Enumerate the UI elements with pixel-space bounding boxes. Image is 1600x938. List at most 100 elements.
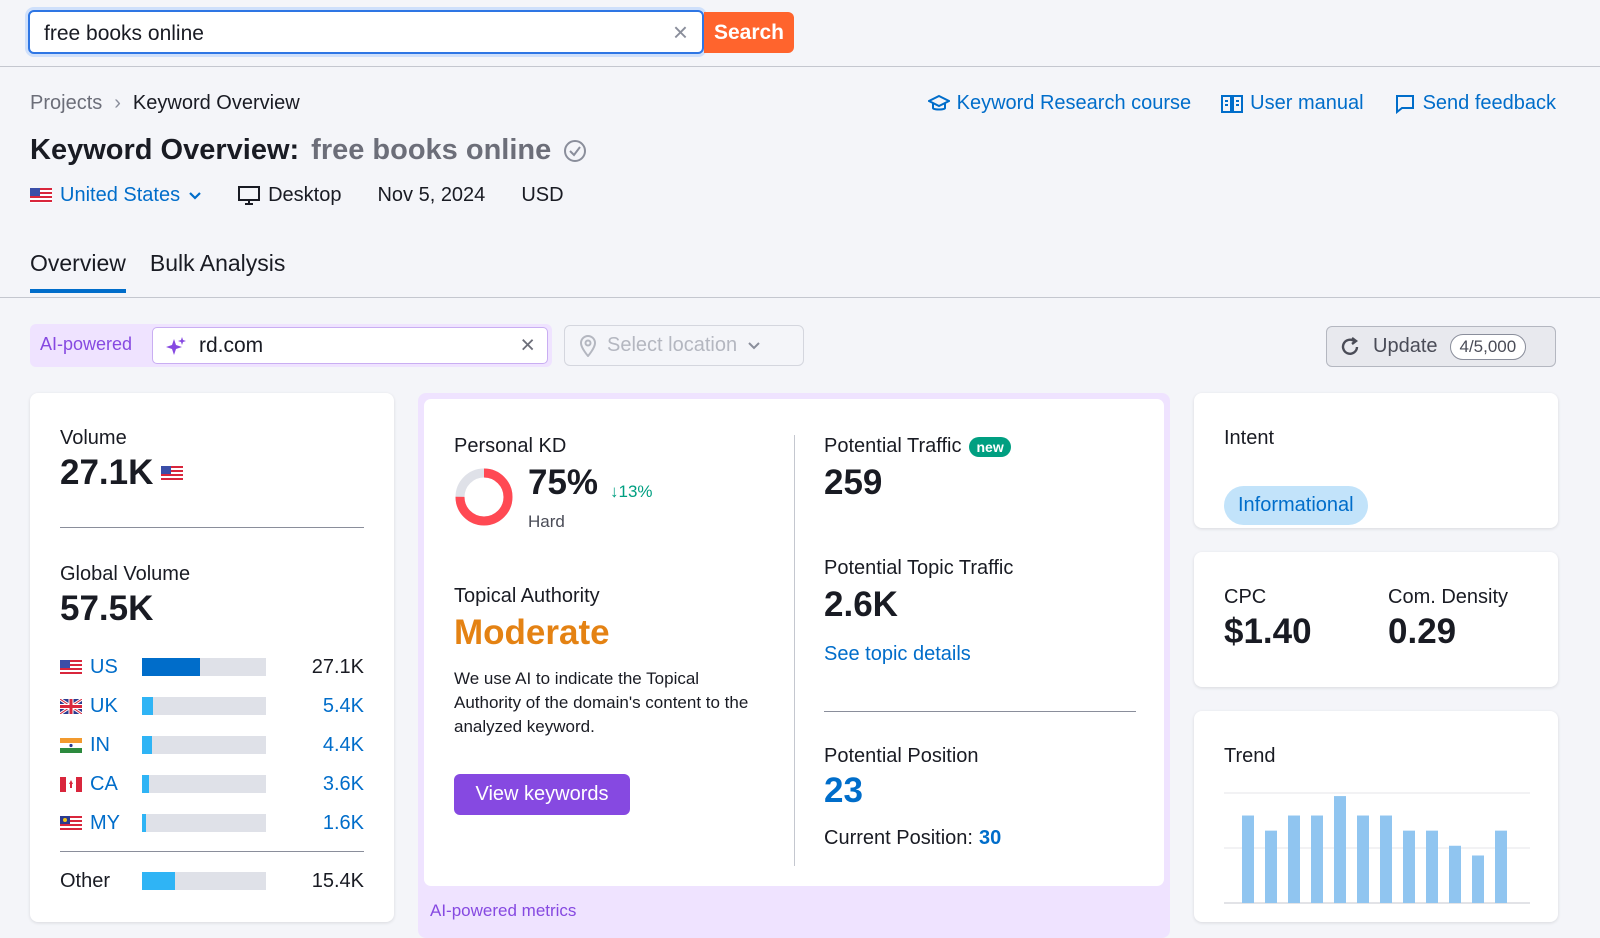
personal-kd-change: ↓13% [610, 482, 653, 501]
volume-card: Volume 27.1K Global Volume 57.5K US 27.1… [30, 393, 394, 922]
cpc-value: $1.40 [1224, 612, 1312, 651]
trend-chart [1224, 792, 1530, 904]
ai-metrics-footer: AI-powered metrics [430, 901, 577, 920]
volume-label: Volume [60, 427, 127, 449]
database-selector[interactable]: United States [30, 184, 202, 207]
country-volume[interactable]: 1.6K [322, 811, 364, 834]
country-share-fill [142, 872, 176, 890]
uk-flag-icon [60, 698, 82, 714]
title-prefix: Keyword Overview: [30, 134, 300, 166]
location-pin-icon [579, 334, 597, 357]
trend-bar [1288, 815, 1300, 903]
device-indicator: Desktop [238, 184, 341, 207]
volume-value-row: 27.1K [60, 453, 184, 493]
refresh-icon [1341, 336, 1359, 355]
other-divider [60, 851, 364, 852]
search-button[interactable]: Search [704, 12, 794, 53]
potential-traffic-header: Potential Traffic new [824, 435, 1011, 458]
ai-metrics-panel: Personal KD 75% ↓13% Hard Topical Author… [418, 393, 1170, 938]
country-volume[interactable]: 4.4K [322, 733, 364, 756]
database-label: United States [60, 184, 181, 206]
keyword-search-input[interactable]: free books online × [28, 10, 704, 54]
current-position-value[interactable]: 30 [978, 827, 1002, 849]
location-select[interactable]: Select location [564, 325, 804, 366]
send-feedback-link[interactable]: Send feedback [1394, 92, 1556, 115]
potential-traffic-value: 259 [824, 463, 883, 502]
clear-domain-icon[interactable]: × [520, 331, 535, 359]
see-topic-details-link[interactable]: See topic details [824, 643, 971, 665]
country-share-fill [142, 814, 146, 832]
country-volume[interactable]: 5.4K [322, 694, 364, 717]
country-code[interactable]: IN [90, 733, 110, 756]
keyword-research-course-link[interactable]: Keyword Research course [927, 92, 1191, 115]
current-position-label: Current Position: [824, 827, 973, 849]
intent-badge: Informational [1224, 486, 1368, 525]
country-share-fill [142, 775, 150, 793]
personal-kd-level: Hard [528, 512, 565, 531]
user-manual-link[interactable]: User manual [1221, 92, 1364, 115]
tab-bulk-analysis[interactable]: Bulk Analysis [149, 250, 286, 276]
page-title: Keyword Overview: free books online [30, 134, 587, 167]
trend-label: Trend [1224, 745, 1276, 767]
chat-bubble-icon [1395, 94, 1414, 114]
sparkle-icon [166, 337, 186, 355]
cpc-label: CPC [1224, 586, 1267, 608]
chevron-down-icon [748, 341, 760, 349]
search-query[interactable]: free books online [44, 22, 204, 45]
country-code[interactable]: CA [90, 772, 118, 795]
tabs: Overview Bulk Analysis [30, 250, 285, 293]
other-label: Other [60, 869, 111, 892]
view-keywords-button[interactable]: View keywords [454, 774, 630, 815]
book-icon [1221, 94, 1244, 113]
trend-bar [1380, 815, 1392, 903]
country-share-bar [142, 736, 266, 754]
country-volume: 27.1K [311, 655, 364, 678]
com-density-label: Com. Density [1388, 586, 1509, 608]
new-badge: new [969, 436, 1011, 457]
country-code[interactable]: UK [90, 694, 118, 717]
panel-horizontal-divider [824, 711, 1136, 712]
check-circle-icon [564, 139, 587, 162]
ai-metrics-card: Personal KD 75% ↓13% Hard Topical Author… [424, 399, 1164, 886]
trend-bar [1403, 830, 1415, 903]
country-code[interactable]: MY [90, 811, 120, 834]
country-share-bar [142, 775, 266, 793]
trend-bar [1449, 845, 1461, 903]
domain-input[interactable]: rd.com × [152, 327, 548, 364]
potential-position-value: 23 [824, 771, 863, 810]
trend-card: Trend [1194, 711, 1558, 922]
trend-bar [1357, 815, 1369, 903]
volume-value: 27.1K [60, 453, 154, 492]
us-flag-icon [60, 659, 82, 675]
tab-overview[interactable]: Overview [30, 250, 126, 293]
tabs-divider [0, 297, 1600, 298]
panel-vertical-divider [794, 435, 795, 866]
trend-bar [1265, 830, 1277, 903]
country-share-bar [142, 697, 266, 715]
title-keyword: free books online [311, 134, 552, 166]
breadcrumb-projects[interactable]: Projects [30, 92, 103, 114]
keyword-meta: United States Desktop Nov 5, 2024 USD [30, 184, 564, 207]
chevron-right-icon: › [114, 92, 121, 114]
country-volume[interactable]: 3.6K [322, 772, 364, 795]
trend-bar [1311, 815, 1323, 903]
personal-kd-label: Personal KD [454, 435, 567, 457]
canada-flag-icon [60, 776, 82, 792]
country-share-bar [142, 658, 266, 676]
topical-authority-label: Topical Authority [454, 585, 600, 607]
volume-divider [60, 527, 364, 528]
com-density-value: 0.29 [1388, 612, 1457, 651]
country-row-ca: CA 3.6K [60, 772, 364, 796]
current-position-row: Current Position: 30 [824, 827, 1001, 850]
manual-label: User manual [1250, 92, 1364, 114]
india-flag-icon [60, 737, 82, 753]
clear-icon[interactable]: × [672, 17, 688, 47]
global-volume-value: 57.5K [60, 589, 154, 628]
graduation-cap-icon [927, 94, 950, 110]
update-button[interactable]: Update 4/5,000 [1326, 326, 1556, 367]
country-row-uk: UK 5.4K [60, 694, 364, 718]
top-search-bar: free books online × Search [0, 0, 1600, 67]
us-flag-icon [30, 188, 52, 203]
intent-label: Intent [1224, 427, 1275, 449]
country-code[interactable]: US [90, 655, 118, 678]
